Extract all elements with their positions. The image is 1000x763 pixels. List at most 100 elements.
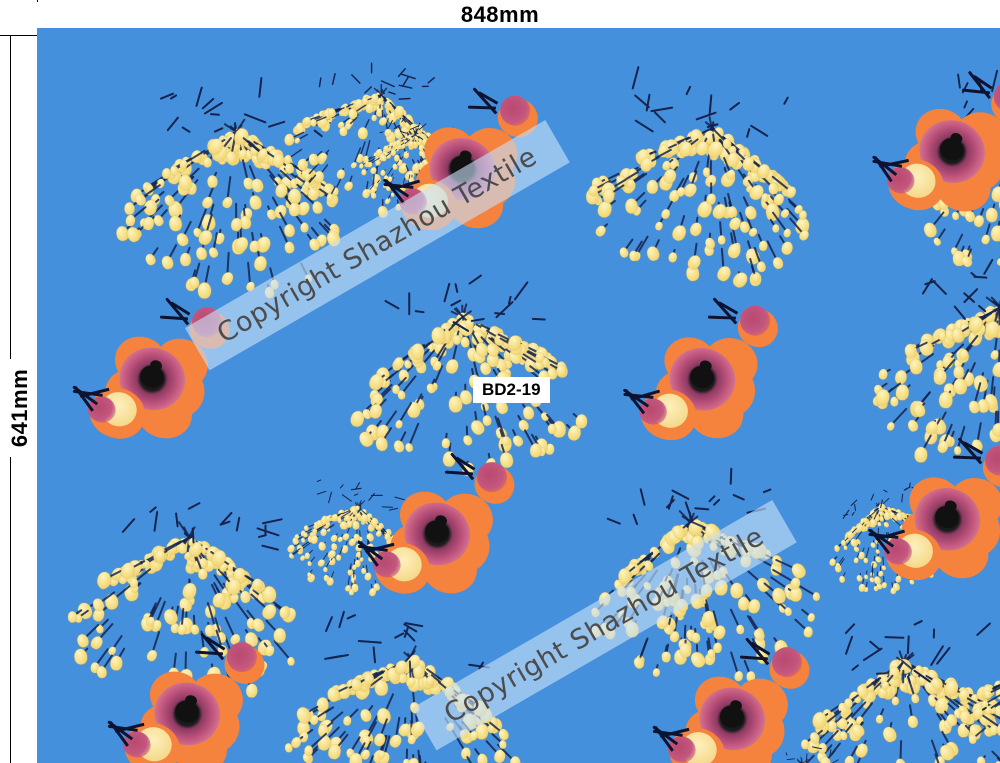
blossom-twig — [631, 66, 640, 91]
blossom-bud — [311, 200, 323, 215]
blossom-bud — [838, 575, 846, 584]
blossom-twig — [870, 493, 875, 501]
blossom-twig — [236, 516, 241, 532]
blossom-twig — [844, 622, 855, 634]
blossom-bud — [651, 667, 661, 677]
blossom-twig — [851, 511, 855, 516]
blossom-bud — [307, 572, 311, 577]
blossom-cluster-large — [562, 37, 842, 300]
blossom-bud — [323, 574, 330, 582]
blossom-twig — [513, 280, 529, 301]
blossom-twig — [805, 753, 808, 763]
blossom-bud — [307, 560, 312, 567]
blossom-bud — [195, 246, 208, 261]
blossom-bud — [361, 169, 367, 176]
blossom-twig — [121, 517, 136, 533]
blossom-bud — [220, 195, 235, 210]
blossom-twig — [973, 275, 987, 279]
blossom-bud — [618, 246, 630, 259]
blossom-twig — [685, 84, 692, 95]
blossom-twig — [953, 305, 967, 321]
blossom-twig — [324, 616, 333, 633]
blossom-bud — [645, 244, 662, 262]
blossom-twig — [854, 503, 857, 512]
blossom-bud — [594, 224, 608, 239]
pattern-code-label: BD2-19 — [473, 377, 550, 403]
blossom-twig — [387, 118, 389, 123]
blossom-bud — [373, 181, 380, 189]
height-dimension-label: 641mm — [7, 328, 33, 488]
blossom-bud — [877, 368, 888, 381]
blossom-twig — [153, 510, 158, 532]
blossom-bud — [198, 567, 208, 579]
blossom-twig — [388, 91, 396, 95]
blossom-bud — [893, 756, 907, 763]
blossom-bud — [167, 215, 183, 233]
blossom-twig — [875, 671, 887, 674]
blossom-stem — [466, 755, 478, 763]
blossom-bud — [363, 672, 375, 685]
blossom-twig — [218, 511, 233, 527]
blossom-bud — [755, 260, 766, 273]
blossom-bud — [730, 269, 750, 290]
blossom-bud — [392, 384, 400, 394]
blossom-twig — [783, 96, 789, 105]
blossom-twig — [384, 299, 401, 310]
blossom-twig — [398, 84, 413, 89]
blossom-bud — [159, 254, 175, 271]
blossom-bud — [180, 253, 192, 267]
blossom-twig — [402, 75, 410, 87]
blossom-twig — [831, 749, 836, 756]
blossom-twig — [328, 491, 333, 504]
blossom-twig — [729, 467, 732, 485]
blossom-bud — [575, 414, 588, 429]
blossom-twig — [187, 502, 200, 511]
blossom-twig — [454, 282, 459, 293]
blossom-twig — [393, 124, 401, 130]
blossom-cluster-large — [107, 58, 357, 299]
blossom-bud — [67, 610, 78, 623]
blossom-twig — [316, 490, 327, 495]
blossom-twig — [414, 310, 425, 314]
blossom-bud — [392, 438, 406, 454]
blossom-twig — [195, 85, 203, 107]
blossom-twig — [360, 502, 362, 510]
blossom-bud — [303, 532, 308, 538]
blossom-bud — [288, 553, 293, 558]
blossom-bud — [863, 573, 869, 580]
blossom-bud — [207, 174, 218, 188]
blossom-bud — [705, 192, 718, 206]
blossom-bud — [477, 753, 489, 763]
blossom-bud — [125, 214, 136, 227]
blossom-twig — [842, 513, 849, 516]
blossom-twig — [381, 80, 396, 88]
blossom-twig — [209, 113, 220, 116]
blossom-bud — [323, 566, 328, 572]
blossom-twig — [372, 646, 376, 664]
fabric-pattern-image: Copyright Shazhou Textile Copyright Shaz… — [37, 28, 1000, 763]
blossom-bud — [394, 419, 404, 430]
blossom-twig — [449, 299, 461, 307]
blossom-bud — [263, 586, 277, 603]
blossom-bud — [343, 715, 353, 727]
blossom-bud — [521, 405, 535, 421]
blossom-twig — [883, 489, 888, 493]
blossom-bud — [313, 170, 326, 184]
blossom-bud — [856, 523, 864, 532]
blossom-twig — [745, 128, 750, 139]
blossom-bud — [370, 191, 377, 200]
blossom-bud — [392, 163, 398, 170]
blossom-bud — [298, 158, 308, 170]
blossom-twig — [494, 300, 514, 319]
blossom-twig — [174, 512, 179, 528]
blossom-bud — [358, 708, 373, 724]
blossom-bud — [352, 521, 360, 530]
blossom-twig — [762, 488, 772, 494]
blossom-twig — [982, 259, 994, 276]
blossom-bud — [782, 227, 793, 239]
blossom-bud — [510, 756, 521, 763]
blossom-twig — [387, 119, 393, 130]
blossom-bud — [374, 435, 389, 452]
blossom-twig — [443, 282, 451, 303]
